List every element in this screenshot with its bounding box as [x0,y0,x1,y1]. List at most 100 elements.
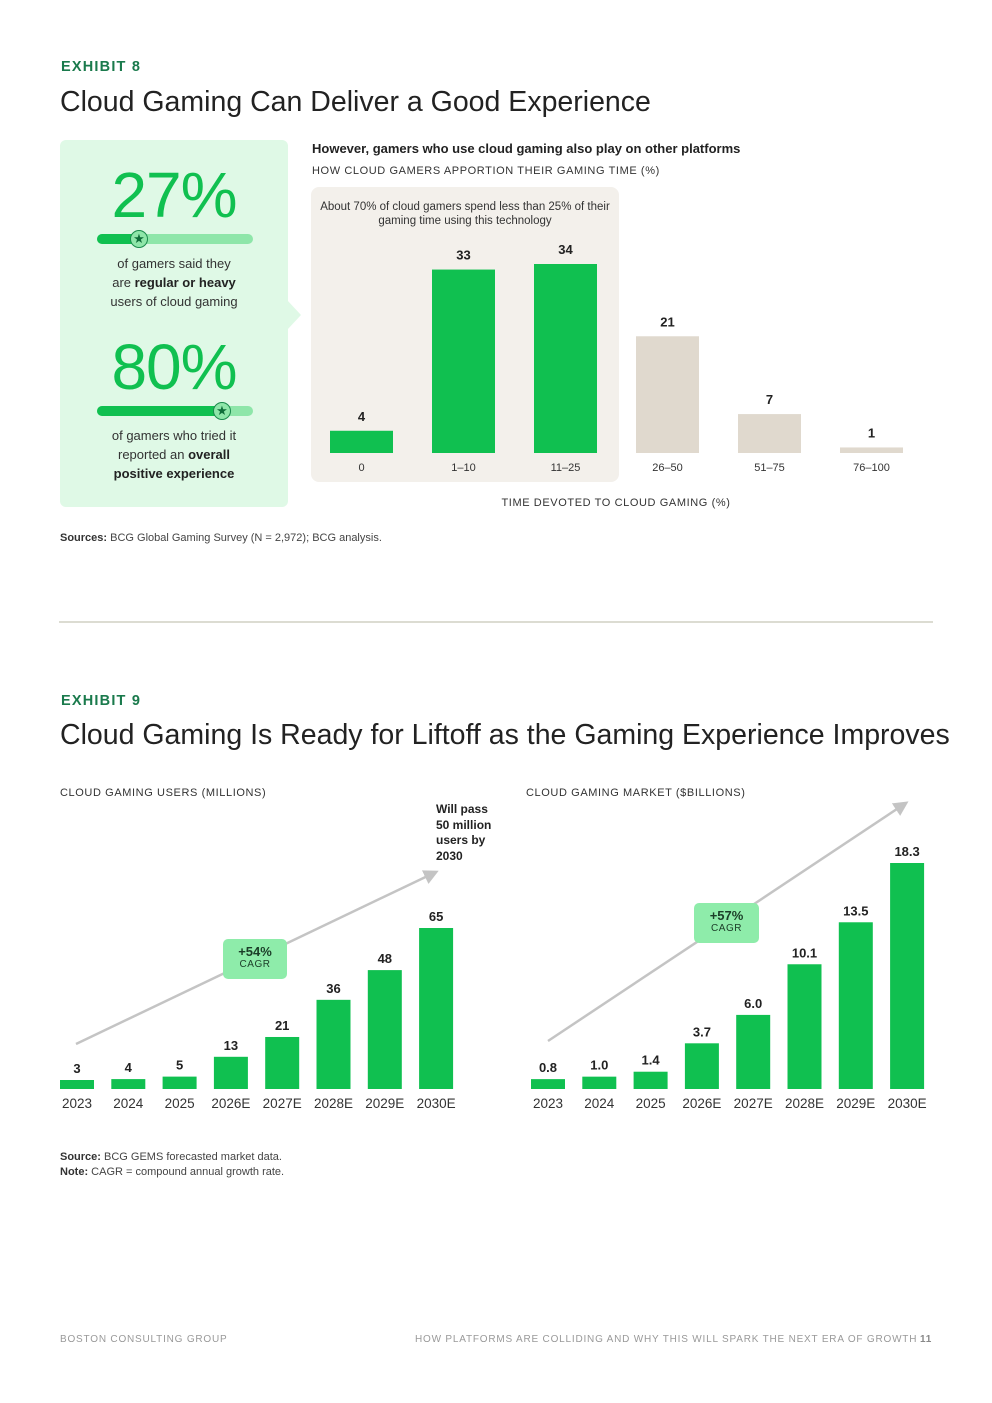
users-year-label: 2028E [314,1096,353,1111]
chart-heading: However, gamers who use cloud gaming als… [312,141,741,156]
bar-value-label: 21 [660,314,674,329]
section-divider [59,621,933,623]
market-bar-2028E [787,964,822,1089]
bar-value-label: 1 [868,425,875,440]
bar-76–100 [840,447,903,453]
category-label: 1–10 [451,462,475,474]
category-label: 26–50 [652,462,683,474]
market-bar-2025 [633,1071,668,1089]
sources-note: Sources: BCG Global Gaming Survey (N = 2… [60,532,382,544]
users-annotation-line1: Will pass [436,802,488,816]
users-year-label: 2030E [417,1096,456,1111]
stat-80-line3: positive experience [113,466,235,481]
footer-report-title: HOW PLATFORMS ARE COLLIDING AND WHY THIS… [415,1334,918,1345]
stat-80-bar-fill [97,406,222,416]
bar-value-label: 33 [456,248,470,263]
market-bar-2023 [531,1079,565,1089]
page-number: 11 [920,1334,933,1345]
callout-text: About 70% of cloud gamers spend less tha… [320,201,610,227]
market-bar-value: 1.4 [642,1053,661,1068]
market-year-label: 2026E [682,1096,721,1111]
market-year-label: 2029E [836,1096,875,1111]
users-bar-2029E [367,970,402,1089]
market-bar-value: 1.0 [590,1058,608,1073]
source-line: Source: BCG GEMS forecasted market data. [60,1151,282,1163]
stats-panel [60,140,288,507]
x-axis-title: TIME DEVOTED TO CLOUD GAMING (%) [501,497,730,509]
market-bar-value: 10.1 [792,945,817,960]
market-year-label: 2025 [636,1096,666,1111]
market-bar-2024 [582,1076,617,1089]
users-annotation-line2: 50 million [436,817,492,832]
exhibit-9-title: Cloud Gaming Is Ready for Liftoff as the… [60,719,950,751]
bar-51–75 [738,414,801,453]
users-bar-value: 65 [429,909,443,924]
market-bar-2027E [736,1014,771,1089]
category-label: 51–75 [754,462,785,474]
market-year-label: 2023 [533,1096,563,1111]
bar-value-label: 4 [358,409,366,424]
users-bar-value: 36 [326,981,340,996]
liftoff-charts: 3 2023 4 2024 5 2025 13 2026E 21 2027E 36 2028E 48 20… [60,801,927,1111]
stat-80-bar [97,406,253,416]
exhibit-8-label: EXHIBIT 8 [61,59,142,75]
bar-11–25 [534,264,597,453]
exhibit-8-title: Cloud Gaming Can Deliver a Good Experien… [60,86,651,118]
market-bar-value: 3.7 [693,1024,711,1039]
bar-value-label: 7 [766,392,773,407]
users-year-label: 2025 [165,1096,195,1111]
users-annotation-line3: users by [436,833,486,847]
users-cagr-value: +54% [238,944,272,959]
category-label: 76–100 [853,462,890,474]
stat-27-bar-fill [97,234,139,244]
users-bar-value: 21 [275,1018,289,1033]
stat-27-line1: of gamers said they [117,256,231,271]
stat-80-line1: of gamers who tried it [111,428,237,443]
bar-26–50 [636,336,699,453]
users-annotation-line4: 2030 [436,848,463,863]
users-bar-2030E [419,928,454,1089]
stat-80-line2: reported an overall [117,447,231,462]
stat-80-value: 80% [111,331,237,403]
market-bar-value: 18.3 [894,844,919,859]
bar-value-label: 34 [558,242,573,257]
note-line: Note: CAGR = compound annual growth rate… [60,1166,285,1178]
users-bar-value: 4 [125,1060,133,1075]
market-bar-2030E [890,863,925,1089]
users-cagr-label: CAGR [239,959,271,970]
market-bar-value: 0.8 [539,1060,557,1075]
users-annotation: Will pass 50 million users by 2030 [436,802,491,864]
users-year-label: 2027E [263,1096,302,1111]
market-cagr-value: +57% [709,908,744,923]
users-bar-2026E [213,1056,248,1089]
market-bar-2029E [838,922,873,1089]
users-year-label: 2024 [113,1096,144,1111]
users-bar-value: 48 [378,951,392,966]
bar-0 [330,430,393,453]
stat-27-caption: of gamers said they are regular or heavy… [60,254,288,311]
chart-subheading: HOW CLOUD GAMERS APPORTION THEIR GAMING … [312,165,660,177]
category-label: 11–25 [551,462,581,474]
users-cagr-badge: +54% CAGR [223,939,287,979]
stat-27-value: 27% [111,159,237,231]
market-cagr-badge: +57% CAGR [694,903,759,943]
time-apportion-chart: 4 0 33 1–10 34 11–25 21 26–50 7 51–75 1 76–100 TIME … [330,242,903,509]
market-chart-label: CLOUD GAMING MARKET ($BILLIONS) [526,787,746,799]
category-label: 0 [358,462,364,474]
users-year-label: 2029E [365,1096,404,1111]
users-bar-2027E [265,1036,300,1089]
users-bar-2024 [111,1079,146,1089]
market-year-label: 2027E [734,1096,773,1111]
exhibit-9-label: EXHIBIT 9 [61,693,142,709]
users-year-label: 2023 [62,1096,92,1111]
market-year-label: 2028E [785,1096,824,1111]
users-bar-value: 3 [73,1061,80,1076]
market-bar-value: 6.0 [744,996,762,1011]
users-chart-label: CLOUD GAMING USERS (MILLIONS) [60,787,267,799]
stat-80-caption: of gamers who tried it reported an overa… [60,426,288,483]
stat-27-bar [97,234,253,244]
market-year-label: 2030E [888,1096,927,1111]
star-icon: ★ [213,402,231,420]
users-year-label: 2026E [211,1096,250,1111]
users-bar-2025 [162,1076,197,1089]
